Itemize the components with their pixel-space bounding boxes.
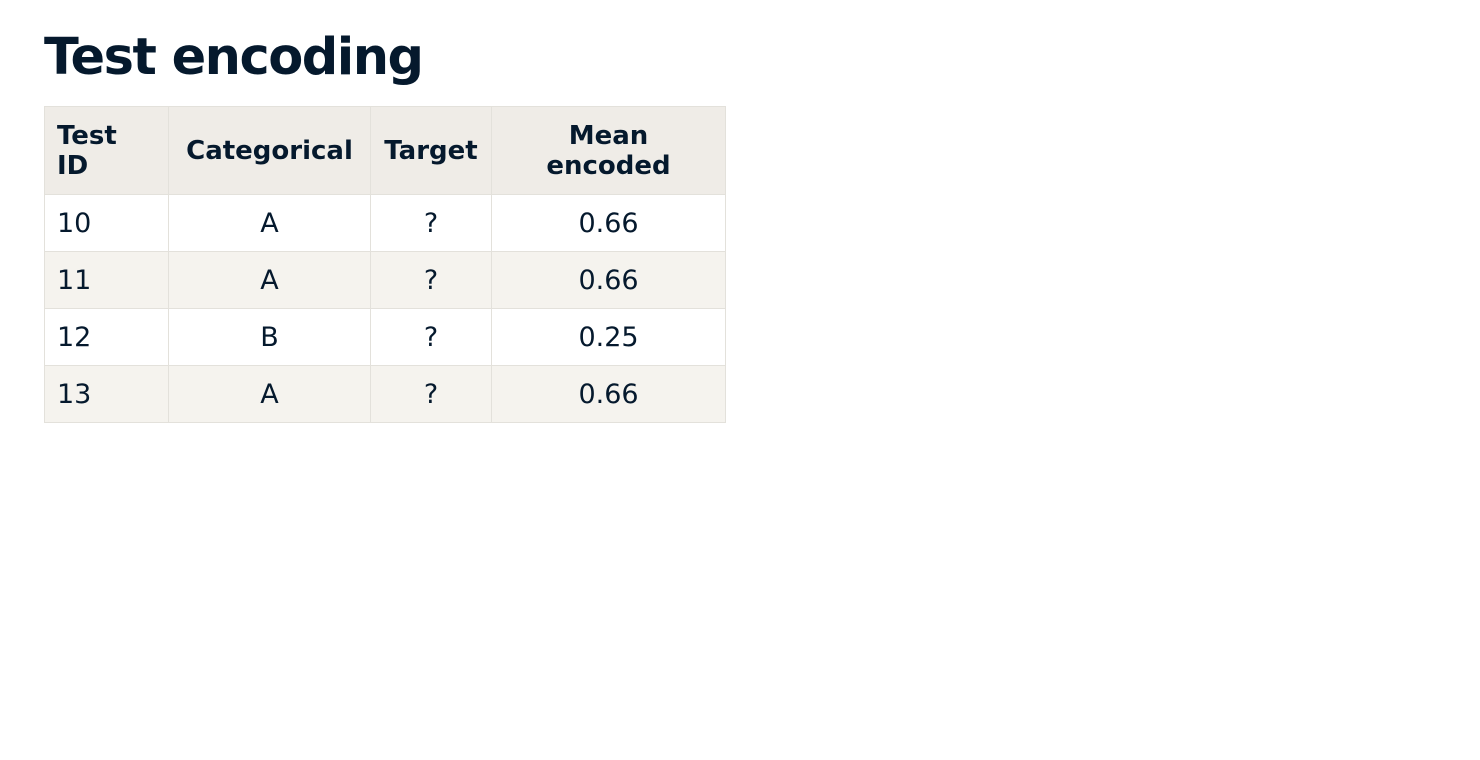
header-categorical: Categorical	[168, 106, 371, 195]
encoding-table: Test ID Categorical Target Mean encoded …	[44, 106, 726, 423]
table-header-row: Test ID Categorical Target Mean encoded	[44, 106, 726, 195]
cell-target: ?	[370, 194, 492, 252]
cell-categorical: B	[168, 308, 371, 366]
cell-target: ?	[370, 251, 492, 309]
header-target: Target	[370, 106, 492, 195]
table-row: 11 A ? 0.66	[44, 251, 726, 309]
cell-test-id: 10	[44, 194, 169, 252]
cell-mean-encoded: 0.25	[491, 308, 726, 366]
cell-categorical: A	[168, 194, 371, 252]
cell-mean-encoded: 0.66	[491, 251, 726, 309]
cell-mean-encoded: 0.66	[491, 194, 726, 252]
cell-target: ?	[370, 365, 492, 423]
cell-categorical: A	[168, 251, 371, 309]
cell-test-id: 13	[44, 365, 169, 423]
cell-categorical: A	[168, 365, 371, 423]
table-row: 10 A ? 0.66	[44, 194, 726, 252]
header-test-id: Test ID	[44, 106, 169, 195]
cell-target: ?	[370, 308, 492, 366]
header-mean-encoded: Mean encoded	[491, 106, 726, 195]
cell-mean-encoded: 0.66	[491, 365, 726, 423]
table-row: 12 B ? 0.25	[44, 308, 726, 366]
cell-test-id: 11	[44, 251, 169, 309]
table-row: 13 A ? 0.66	[44, 365, 726, 423]
page-title: Test encoding	[44, 28, 424, 87]
cell-test-id: 12	[44, 308, 169, 366]
